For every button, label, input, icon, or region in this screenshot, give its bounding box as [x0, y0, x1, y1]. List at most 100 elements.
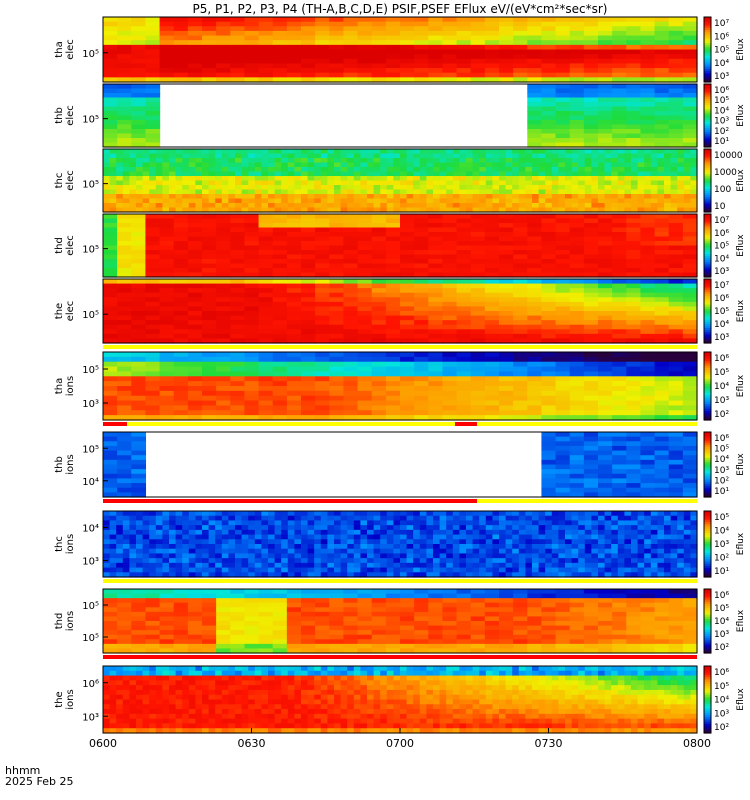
spectrogram-cell: [604, 185, 612, 191]
spectrogram-cell: [538, 158, 546, 164]
spectrogram-cell: [162, 176, 170, 182]
spectrogram-cell: [513, 77, 528, 83]
spectrogram-cell: [541, 441, 557, 447]
spectrogram-cell: [340, 544, 348, 550]
spectrogram-cell: [640, 111, 656, 117]
spectrogram-cell: [624, 149, 632, 155]
spectrogram-cell: [569, 469, 585, 475]
spectrogram-cell: [428, 338, 444, 344]
spectrogram-cell: [173, 44, 189, 51]
spectrogram-cell: [230, 263, 246, 269]
colorbar-segment: [704, 317, 711, 321]
spectrogram-cell: [254, 553, 262, 559]
spectrogram-cell: [116, 203, 124, 209]
spectrogram-cell: [281, 176, 289, 182]
spectrogram-cell: [626, 254, 642, 260]
spectrogram-cell: [668, 371, 684, 377]
spectrogram-cell: [611, 189, 619, 195]
spectrogram-cell: [287, 548, 295, 555]
spectrogram-cell: [281, 544, 289, 550]
spectrogram-cell: [145, 63, 161, 69]
spectrogram-cell: [268, 511, 276, 517]
spectrogram-cell: [202, 301, 217, 308]
spectrogram-cell: [479, 185, 487, 191]
spectrogram-cell: [315, 352, 330, 358]
spectrogram-cell: [343, 236, 359, 242]
spectrogram-cell: [202, 58, 217, 65]
spectrogram-cell: [162, 198, 170, 204]
spectrogram-cell: [159, 40, 175, 46]
spectrogram-cell: [286, 279, 302, 285]
spectrogram-cell: [442, 44, 458, 51]
spectrogram-cell: [380, 544, 388, 550]
spectrogram-cell: [558, 207, 566, 213]
spectrogram-cell: [612, 469, 627, 475]
spectrogram-cell: [456, 21, 472, 27]
spectrogram-cell: [626, 432, 642, 438]
spectrogram-cell: [428, 21, 444, 27]
spectrogram-cell: [173, 315, 189, 321]
spectrogram-cell: [268, 162, 276, 168]
spectrogram-cell: [371, 415, 387, 421]
spectrogram-cell: [244, 77, 260, 83]
spectrogram-cell: [122, 185, 130, 191]
spectrogram-cell: [235, 153, 243, 159]
spectrogram-cell: [400, 272, 415, 278]
spectrogram-cell: [538, 189, 546, 195]
spectrogram-cell: [343, 356, 359, 363]
spectrogram-cell: [109, 162, 117, 168]
spectrogram-cell: [644, 203, 652, 209]
spectrogram-cell: [527, 250, 543, 256]
spectrogram-cell: [169, 572, 177, 578]
spectrogram-cell: [131, 250, 147, 256]
spectrogram-cell: [287, 162, 295, 168]
spectrogram-cell: [525, 171, 533, 177]
colorbar-tick-label: 10³: [714, 117, 729, 127]
spectrogram-cell: [353, 553, 361, 559]
spectrogram-cell: [428, 376, 444, 382]
spectrogram-cell: [360, 548, 368, 555]
spectrogram-cell: [103, 268, 118, 274]
colorbar-tick-label: 100: [714, 185, 731, 195]
spectrogram-cell: [315, 49, 330, 55]
spectrogram-cell: [117, 72, 132, 78]
spectrogram-cell: [668, 106, 684, 112]
panel-frame: [102, 16, 698, 83]
spectrogram-cell: [612, 492, 627, 498]
spectrogram-cell: [357, 386, 373, 392]
spectrogram-cell: [428, 315, 444, 321]
spectrogram-cell: [499, 58, 514, 65]
spectrogram-cell: [230, 301, 246, 308]
spectrogram-cell: [472, 203, 480, 209]
spectrogram-cell: [329, 218, 345, 224]
spectrogram-cell: [357, 366, 373, 373]
spectrogram-cell: [162, 515, 170, 522]
spectrogram-cell: [286, 395, 302, 402]
spectrogram-cell: [357, 338, 373, 344]
spectrogram-cell: [173, 311, 189, 317]
spectrogram-cell: [109, 203, 117, 209]
state-bar-segment: [103, 499, 477, 503]
spectrogram-cell: [228, 544, 236, 550]
spectrogram-cell: [518, 171, 526, 177]
spectrogram-cell: [626, 236, 642, 242]
spectrogram-cell: [329, 263, 345, 269]
spectrogram-cell: [353, 171, 361, 177]
spectrogram-cell: [131, 88, 147, 94]
spectrogram-cell: [329, 415, 345, 421]
spectrogram-cell: [371, 320, 387, 326]
spectrogram-cell: [668, 102, 684, 108]
spectrogram-cell: [428, 410, 444, 416]
spectrogram-cell: [258, 241, 274, 247]
spectrogram-cell: [254, 180, 262, 186]
spectrogram-cell: [617, 180, 625, 186]
spectrogram-cell: [428, 254, 444, 260]
spectrogram-cell: [268, 529, 276, 536]
spectrogram-cell: [103, 106, 118, 112]
spectrogram-cell: [682, 400, 698, 407]
spectrogram-cell: [131, 432, 147, 438]
spectrogram-cell: [385, 30, 401, 37]
spectrogram-cell: [626, 259, 642, 265]
spectrogram-cell: [149, 167, 157, 173]
spectrogram-cell: [668, 26, 684, 32]
